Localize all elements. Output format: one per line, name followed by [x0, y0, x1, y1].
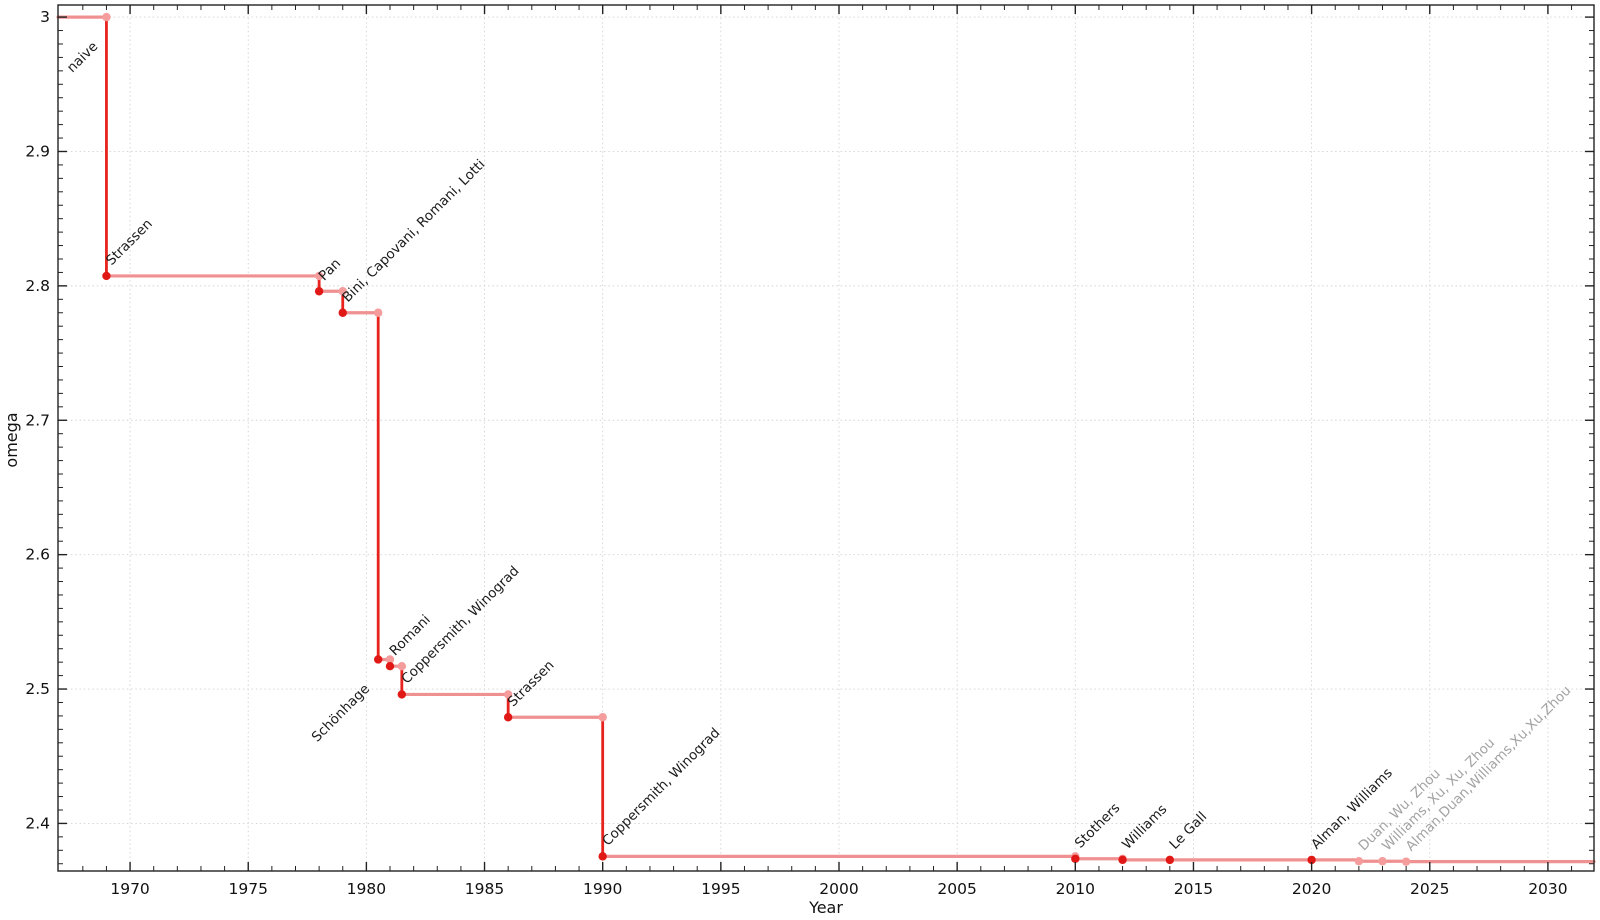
x-tick-label: 1985: [465, 880, 504, 898]
algorithm-label: Strassen: [103, 216, 156, 269]
step-horizontal-segments: [56, 15, 1596, 864]
y-tick-label: 2.6: [25, 546, 50, 564]
discovery-marker: [1307, 855, 1316, 865]
discovery-marker: [102, 271, 111, 281]
algorithm-label: Le Gall: [1166, 809, 1210, 853]
x-tick-label: 2030: [1528, 880, 1567, 898]
discovery-marker: [1354, 857, 1364, 866]
previous-value-marker: [102, 12, 111, 22]
y-tick-label: 3: [40, 8, 50, 26]
y-tick-label: 2.8: [25, 277, 50, 295]
algorithm-label: naive: [64, 39, 101, 76]
algorithm-label: Schönhage: [309, 681, 373, 745]
x-tick-label: 2000: [819, 880, 858, 898]
previous-value-marker: [373, 308, 383, 317]
discovery-marker: [1165, 855, 1175, 865]
discovery-marker: [503, 713, 513, 722]
discovery-marker: [1378, 857, 1387, 866]
previous-value-marker: [503, 690, 513, 699]
y-axis-tick-labels: 2.4 2.5 2.6 2.7 2.8 2.9 3: [25, 8, 50, 832]
step-drop-segments: [105, 15, 1408, 864]
plot-frame: [57, 4, 1595, 872]
previous-value-marker: [338, 287, 347, 296]
x-tick-label: 1975: [229, 880, 268, 898]
y-tick-label: 2.4: [25, 814, 50, 832]
discovery-marker: [314, 287, 324, 296]
x-axis-title: Year: [808, 898, 843, 917]
x-tick-label: 1990: [583, 880, 622, 898]
algorithm-label: Williams, Xu, Xu, Zhou: [1379, 735, 1498, 854]
discovery-marker: [338, 308, 347, 317]
algorithm-label: Williams: [1119, 801, 1170, 852]
algorithm-label: Bini, Capovani, Romani, Lotti: [339, 157, 488, 306]
y-axis-title: omega: [2, 412, 21, 467]
discovery-marker: [1401, 857, 1411, 866]
previous-value-marker: [385, 655, 395, 664]
x-axis-tick-labels: 1970 1975 1980 1985 1990 1995 2000 2005 2010 2015…: [110, 880, 1567, 898]
discovery-markers: [102, 271, 1316, 865]
y-tick-label: 2.9: [25, 142, 50, 160]
x-tick-label: 2010: [1056, 880, 1095, 898]
discovery-marker: [397, 690, 407, 699]
discovery-marker: [385, 661, 395, 671]
x-tick-label: 1970: [110, 880, 149, 898]
x-tick-label: 2020: [1292, 880, 1331, 898]
x-tick-label: 2025: [1410, 880, 1449, 898]
algorithm-label: Strassen: [505, 657, 558, 710]
previous-value-marker: [397, 661, 407, 671]
grid-lines: [58, 5, 1594, 871]
previous-value-markers: [102, 12, 1411, 866]
x-tick-label: 2015: [1174, 880, 1213, 898]
discovery-marker: [598, 852, 607, 861]
algorithm-label: Stothers: [1072, 800, 1124, 852]
discovery-marker: [373, 655, 383, 664]
axis-ticks: [58, 5, 1594, 871]
x-tick-label: 1995: [701, 880, 740, 898]
previous-value-marker: [314, 271, 324, 281]
algorithm-label: Coppersmith, Winograd: [599, 725, 723, 849]
y-tick-label: 2.5: [25, 680, 50, 698]
y-tick-label: 2.7: [25, 411, 50, 429]
x-tick-label: 2005: [937, 880, 976, 898]
discovery-marker: [1118, 855, 1127, 865]
previous-value-marker: [598, 713, 607, 722]
omega-step-series: [56, 12, 1596, 866]
x-tick-label: 1980: [347, 880, 386, 898]
discovery-marker: [1071, 854, 1080, 863]
